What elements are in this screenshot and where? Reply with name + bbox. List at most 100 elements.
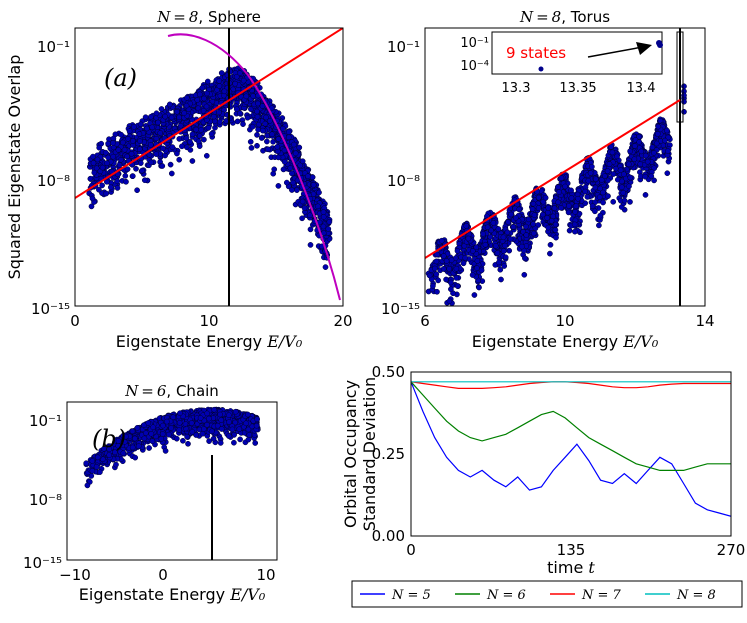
chain-scatter-point [83, 460, 90, 467]
sphere-scatter-point [153, 110, 160, 117]
sphere-xlabel-math: E/V₀ [266, 332, 303, 351]
chain-scatter-point [97, 469, 103, 475]
sphere-scatter-point [296, 144, 303, 151]
torus-scatter-point [469, 272, 476, 278]
sphere-scatter-point [237, 110, 243, 117]
sphere-scatter-point [265, 146, 271, 153]
sphere-scatter-point [280, 166, 287, 173]
sphere-scatter-point [166, 101, 173, 108]
sphere-scatter-point [297, 162, 304, 169]
chain-scatter-point [180, 437, 186, 444]
torus-scatter-point [548, 217, 555, 224]
torus-scatter-point [446, 298, 453, 305]
sphere-scatter-point [233, 106, 240, 113]
torus-scatter-point [476, 284, 482, 291]
sphere-scatter-point [179, 143, 185, 150]
sphere-scatter-point [125, 135, 131, 142]
sphere-panel-label: (a) [104, 64, 137, 92]
torus-scatter-point [471, 292, 478, 298]
chain-scatter-point [84, 482, 91, 489]
chain-scatter-point [229, 426, 236, 433]
chain-scatter-point [237, 436, 243, 443]
sphere-scatter-point [158, 106, 165, 112]
sphere-scatter-point [176, 114, 183, 121]
chain-scatter-point [160, 422, 166, 429]
sphere-scatter-point [316, 189, 322, 196]
torus-scatter-point [620, 171, 627, 178]
torus-scatter-point [625, 161, 632, 168]
sphere-title-var: N = 8 [156, 8, 198, 26]
occupancy-xtick-2: 270 [717, 541, 746, 559]
sphere-scatter-point [281, 147, 288, 154]
chain-scatter-point [89, 458, 96, 464]
sphere-scatter-point [221, 88, 228, 95]
chain-title: N = 6, Chain [124, 382, 219, 400]
chain-xlabel-text: Eigenstate Energy [79, 585, 225, 604]
torus-scatter-point [572, 228, 578, 235]
torus-scatter-point [651, 150, 657, 156]
torus-scatter-point [568, 195, 575, 201]
torus-scatter-point [654, 131, 661, 137]
sphere-scatter-point [322, 264, 329, 270]
torus-scatter-point [516, 206, 522, 213]
sphere-scatter-point [91, 169, 98, 176]
sphere-scatter-point [203, 103, 210, 110]
sphere-scatter-point [144, 125, 150, 132]
sphere-scatter-point [105, 154, 112, 161]
chain-scatter-point [214, 422, 221, 429]
sphere-scatter-point [187, 139, 193, 145]
torus-scatter-point [600, 189, 606, 196]
chain-scatter-point [150, 424, 156, 431]
sphere-axes-frame [74, 27, 344, 307]
sphere-scatter-point [248, 145, 255, 151]
panel-torus: N = 8, Torus 6 10 14 10⁻¹ 10⁻⁸ 10⁻¹⁵ Eig… [381, 8, 715, 351]
sphere-scatter-point [247, 138, 254, 145]
sphere-scatter-point [114, 178, 121, 185]
torus-inset-annotation: 9 states [506, 44, 566, 62]
sphere-scatter-point [102, 149, 109, 156]
sphere-scatter-point [131, 124, 137, 130]
torus-scatter-point [558, 204, 564, 211]
chain-scatter-point [145, 420, 152, 426]
torus-scatter-point [681, 98, 687, 105]
sphere-scatter-point [136, 131, 143, 137]
sphere-scatter-point [139, 167, 145, 174]
chain-scatter-point [159, 431, 166, 437]
torus-scatter-point [605, 193, 611, 199]
torus-scatter-point [598, 177, 605, 183]
chain-scatter-point [252, 440, 259, 446]
sphere-scatter-point [216, 78, 223, 84]
torus-scatter-point [575, 195, 581, 202]
torus-scatter-point [530, 221, 537, 227]
torus-scatter-point [602, 173, 608, 179]
torus-scatter-point [525, 216, 532, 223]
torus-scatter-point [508, 211, 514, 218]
sphere-scatter-point [96, 144, 103, 151]
torus-scatter-point [662, 137, 668, 144]
torus-scatter-point [521, 271, 528, 278]
legend-label-n7: N = 7 [581, 588, 622, 603]
chain-scatter-point [148, 430, 155, 437]
sphere-scatter-point [255, 121, 262, 128]
sphere-scatter-point [287, 165, 294, 171]
torus-scatter-point [504, 229, 511, 236]
sphere-scatter-point [129, 173, 136, 179]
torus-scatter-point [434, 251, 441, 258]
chain-scatter-point [206, 415, 212, 422]
sphere-scatter-point [289, 187, 295, 193]
torus-xlabel-math: E/V₀ [622, 332, 659, 351]
chain-scatter-point [122, 433, 129, 440]
sphere-xlabel: Eigenstate Energy E/V₀ [116, 332, 303, 351]
torus-inset-ytick-bottom: 10⁻⁴ [460, 59, 489, 74]
sphere-ytick-mid: 10⁻⁸ [37, 172, 70, 190]
sphere-scatter-point [103, 178, 110, 185]
sphere-scatter-point [208, 131, 215, 137]
torus-scatter-point [469, 248, 476, 254]
torus-scatter-point [522, 255, 528, 262]
torus-scatter-point [627, 199, 633, 205]
sphere-scatter-point [285, 134, 292, 141]
legend-label-n5: N = 5 [391, 588, 431, 603]
torus-scatter-point [531, 212, 538, 219]
chain-xlabel: Eigenstate Energy E/V₀ [79, 585, 266, 604]
torus-scatter-point [638, 148, 645, 155]
